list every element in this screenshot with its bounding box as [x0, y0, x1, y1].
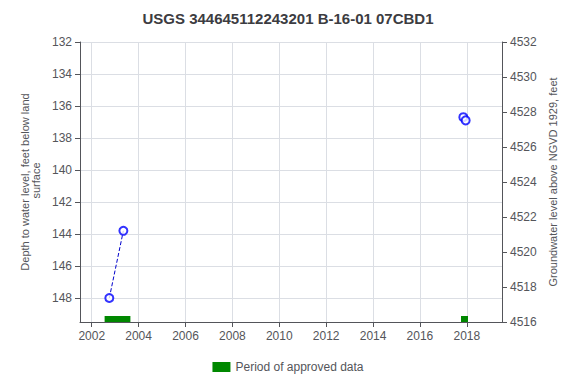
svg-text:142: 142 — [52, 195, 72, 209]
svg-text:surface: surface — [30, 162, 42, 201]
svg-text:2012: 2012 — [313, 329, 340, 343]
svg-text:144: 144 — [52, 227, 72, 241]
svg-text:2016: 2016 — [407, 329, 434, 343]
svg-text:2006: 2006 — [172, 329, 199, 343]
svg-text:4520: 4520 — [510, 245, 537, 259]
svg-text:USGS 344645112243201 B-16-01 0: USGS 344645112243201 B-16-01 07CBD1 — [142, 10, 433, 27]
svg-text:4530: 4530 — [510, 70, 537, 84]
svg-text:2002: 2002 — [78, 329, 105, 343]
svg-text:136: 136 — [52, 99, 72, 113]
svg-text:2008: 2008 — [219, 329, 246, 343]
svg-text:4522: 4522 — [510, 210, 537, 224]
svg-text:2014: 2014 — [360, 329, 387, 343]
svg-text:Depth to water level, feet bel: Depth to water level, feet below land — [18, 93, 31, 271]
svg-text:Groundwater level above NGVD 1: Groundwater level above NGVD 1929, feet — [547, 77, 559, 286]
svg-text:4518: 4518 — [510, 280, 537, 294]
svg-text:148: 148 — [52, 291, 72, 305]
svg-text:2010: 2010 — [266, 329, 293, 343]
svg-text:132: 132 — [52, 35, 72, 49]
svg-text:Period of approved data: Period of approved data — [235, 360, 363, 374]
svg-text:140: 140 — [52, 163, 72, 177]
svg-text:4528: 4528 — [510, 105, 537, 119]
svg-text:2004: 2004 — [125, 329, 152, 343]
svg-text:4516: 4516 — [510, 315, 537, 329]
svg-text:2018: 2018 — [453, 329, 480, 343]
svg-text:134: 134 — [52, 67, 72, 81]
svg-text:138: 138 — [52, 131, 72, 145]
svg-text:4524: 4524 — [510, 175, 537, 189]
svg-text:146: 146 — [52, 259, 72, 273]
svg-text:4532: 4532 — [510, 35, 537, 49]
svg-text:4526: 4526 — [510, 140, 537, 154]
